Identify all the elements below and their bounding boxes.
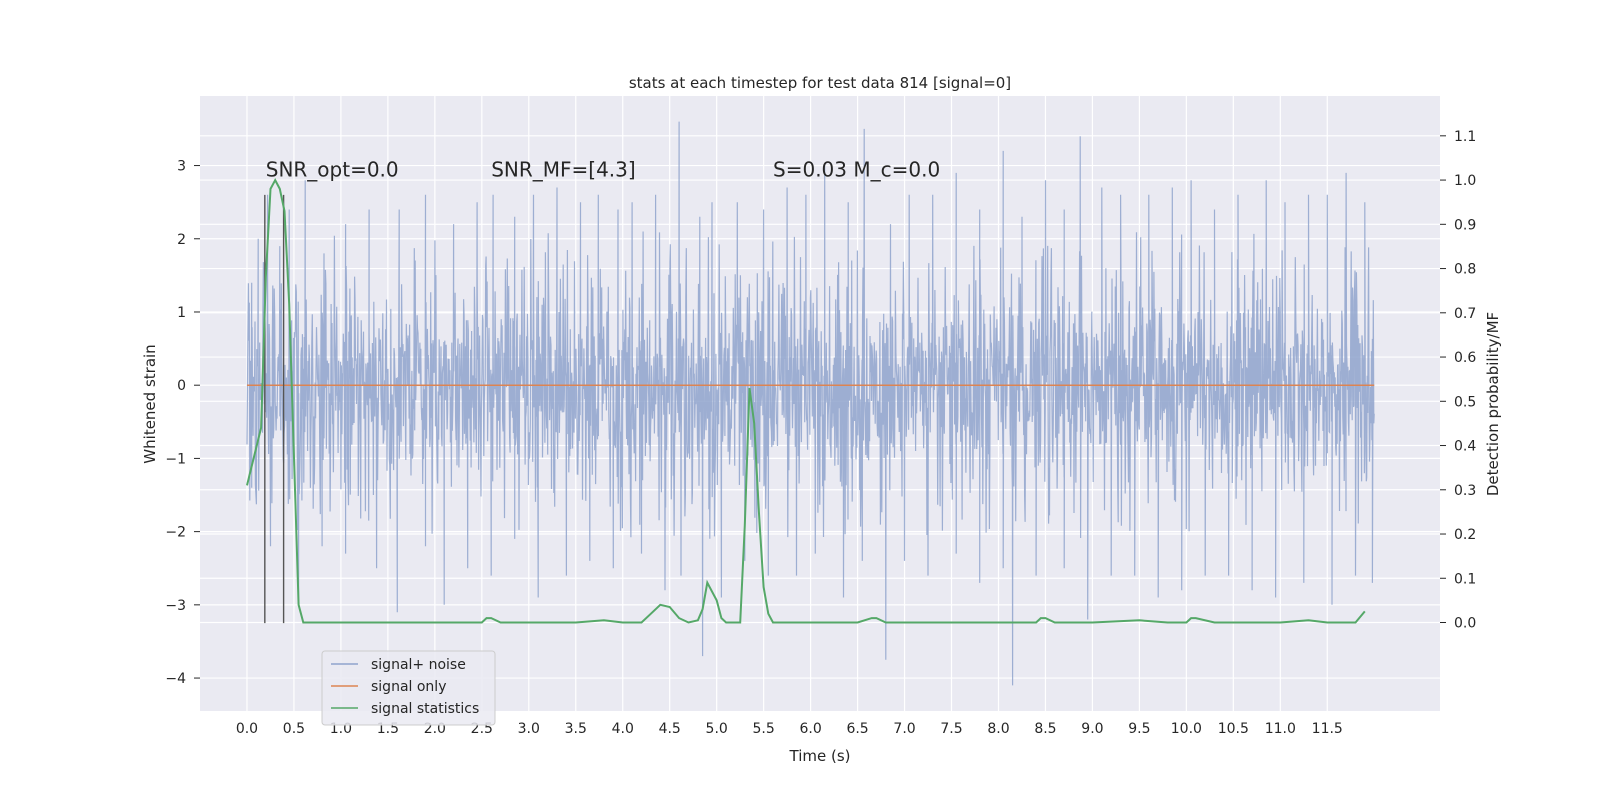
y-tick-label: 2: [177, 232, 186, 248]
series-signal-statistics: [246, 177, 1366, 624]
y-axis-title: Whitened strain: [141, 344, 159, 463]
x-tick-label: 0.0: [236, 721, 258, 737]
x-tick-label: 11.5: [1312, 721, 1343, 737]
annotations: SNR_opt=0.0 SNR_MF=[4.3] S=0.03 M_c=0.0: [266, 158, 940, 182]
x-tick-label: 6.5: [846, 721, 868, 737]
y2-tick-label: 0.9: [1454, 217, 1476, 233]
legend-label-signal-noise: signal+ noise: [371, 657, 466, 673]
y-tick-label: −2: [165, 525, 186, 541]
y2-tick-label: 0.3: [1454, 483, 1476, 499]
legend-label-signal-statistics: signal statistics: [371, 701, 479, 717]
y-tick-label: 1: [177, 305, 186, 321]
y2-tick-label: 0.7: [1454, 306, 1476, 322]
x-tick-label: 8.5: [1034, 721, 1056, 737]
y2-tick-label: 0.6: [1454, 350, 1476, 366]
chart-title: stats at each timestep for test data 814…: [629, 74, 1011, 92]
legend-label-signal-only: signal only: [371, 679, 446, 695]
x-tick-label: 3.0: [518, 721, 540, 737]
x-tick-label: 6.0: [799, 721, 821, 737]
legend-box: [321, 650, 496, 726]
y2-tick-label: 0.0: [1454, 616, 1476, 632]
x-tick-label: 5.5: [753, 721, 775, 737]
y-tick-label: −4: [165, 671, 186, 687]
y2-tick-label: 0.1: [1454, 571, 1476, 587]
x-tick-label: 0.5: [283, 721, 305, 737]
y-axis-ticks: −4 −3 −2 −1 0 1 2 3: [165, 159, 200, 687]
y-tick-label: 0: [177, 378, 186, 394]
annotation-text: SNR_opt=0.0: [266, 158, 399, 182]
x-tick-label: 7.0: [893, 721, 915, 737]
annotation-text: S=0.03 M_c=0.0: [773, 158, 940, 182]
x-tick-label: 10.5: [1218, 721, 1249, 737]
x-tick-label: 4.0: [612, 721, 634, 737]
y2-axis-title: Detection probability/MF: [1484, 312, 1502, 496]
y-tick-label: −3: [165, 598, 186, 614]
x-tick-label: 5.0: [706, 721, 728, 737]
vertical-markers: [264, 194, 285, 624]
y2-tick-label: 0.4: [1454, 439, 1476, 455]
legend: signal+ noise signal only signal statist…: [321, 650, 496, 726]
y2-tick-label: 0.8: [1454, 262, 1476, 278]
signal-noise-line: [246, 121, 1375, 686]
y2-axis-ticks: 0.0 0.1 0.2 0.3 0.4 0.5 0.6 0.7 0.8 0.9 1.0 1.1: [1440, 129, 1476, 632]
x-tick-label: 9.5: [1128, 721, 1150, 737]
x-tick-label: 8.0: [987, 721, 1009, 737]
x-tick-label: 9.0: [1081, 721, 1103, 737]
y2-tick-label: 1.0: [1454, 173, 1476, 189]
annotation-text: SNR_MF=[4.3]: [491, 158, 635, 182]
y2-tick-label: 0.2: [1454, 527, 1476, 543]
y2-tick-label: 1.1: [1454, 129, 1476, 145]
y-tick-label: −1: [165, 451, 186, 467]
x-tick-label: 11.0: [1265, 721, 1296, 737]
y2-tick-label: 0.5: [1454, 394, 1476, 410]
x-tick-label: 10.0: [1171, 721, 1202, 737]
x-tick-label: 7.5: [940, 721, 962, 737]
x-axis-title: Time (s): [789, 747, 851, 765]
x-tick-label: 4.5: [659, 721, 681, 737]
series-signal-noise: [246, 121, 1375, 686]
x-axis-ticks: 0.0 0.5 1.0 1.5 2.0 2.5 3.0 3.5 4.0 4.5 5.0 5.5 6.0 6…: [236, 721, 1343, 737]
signal-statistics-line: [246, 177, 1366, 624]
x-tick-label: 3.5: [565, 721, 587, 737]
y-tick-label: 3: [177, 159, 186, 175]
